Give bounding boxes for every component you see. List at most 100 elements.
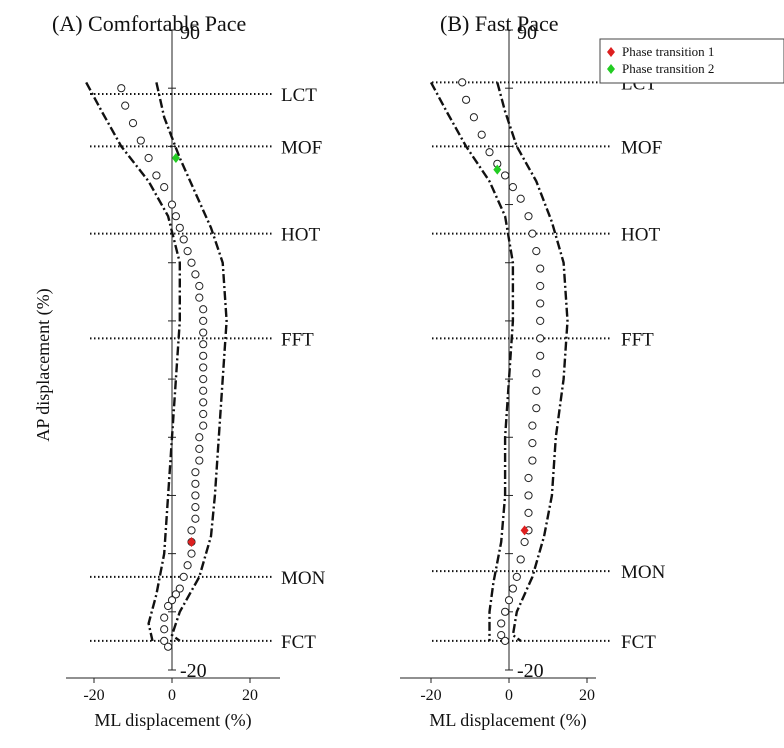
event-label: MOF	[621, 137, 662, 158]
data-point	[533, 370, 540, 377]
event-label: MON	[621, 562, 666, 583]
data-point	[529, 439, 536, 446]
data-point	[200, 364, 207, 371]
data-point	[470, 114, 477, 121]
data-point	[184, 247, 191, 254]
data-point	[200, 317, 207, 324]
data-point	[122, 102, 129, 109]
data-point	[486, 149, 493, 156]
x-tick-label: 20	[579, 687, 595, 704]
data-point	[537, 352, 544, 359]
data-point	[153, 172, 160, 179]
plot-area: 90-20LCTMOFHOTFFTMONFCT-20 0 20	[66, 22, 326, 704]
data-point	[200, 410, 207, 417]
data-point	[180, 573, 187, 580]
data-point	[161, 626, 168, 633]
data-point	[192, 515, 199, 522]
data-point	[525, 213, 532, 220]
data-point	[478, 131, 485, 138]
phase-transition-1-marker	[188, 537, 196, 547]
panel-fast-pace: (B) Fast Pace ML displacement (%) 90-20L…	[400, 11, 666, 731]
data-point	[537, 317, 544, 324]
data-point	[196, 434, 203, 441]
data-point	[529, 230, 536, 237]
data-point	[200, 352, 207, 359]
data-point	[505, 597, 512, 604]
data-point	[192, 503, 199, 510]
data-point	[498, 620, 505, 627]
data-point	[196, 445, 203, 452]
data-point	[200, 399, 207, 406]
data-point	[533, 405, 540, 412]
data-point	[459, 79, 466, 86]
event-label: FCT	[621, 632, 656, 653]
x-tick-label: 0	[168, 687, 176, 704]
data-point	[537, 265, 544, 272]
confidence-bound-upper	[86, 82, 180, 641]
data-point	[145, 154, 152, 161]
event-label: FFT	[281, 329, 314, 350]
data-point	[529, 457, 536, 464]
data-point	[188, 550, 195, 557]
panel-title: (B) Fast Pace	[440, 11, 559, 36]
data-point	[200, 387, 207, 394]
data-point	[502, 608, 509, 615]
data-point	[517, 195, 524, 202]
data-point	[118, 85, 125, 92]
data-point	[176, 224, 183, 231]
data-point	[196, 294, 203, 301]
data-point	[537, 335, 544, 342]
data-point	[165, 602, 172, 609]
data-point	[502, 172, 509, 179]
data-point	[165, 643, 172, 650]
event-label: FCT	[281, 632, 316, 653]
panel-comfortable-pace: (A) Comfortable Pace AP displacement (%)…	[33, 11, 326, 731]
data-point	[533, 387, 540, 394]
data-point	[188, 259, 195, 266]
event-label: HOT	[281, 225, 320, 246]
data-point	[200, 329, 207, 336]
data-point	[180, 236, 187, 243]
y-min-label: -20	[180, 660, 207, 682]
event-label: HOT	[621, 225, 660, 246]
data-point	[196, 457, 203, 464]
y-max-label: 90	[180, 22, 200, 44]
data-point	[463, 96, 470, 103]
data-point	[200, 375, 207, 382]
data-point	[188, 527, 195, 534]
x-axis-label: ML displacement (%)	[94, 710, 251, 731]
data-point	[192, 492, 199, 499]
data-point	[192, 271, 199, 278]
data-point	[517, 556, 524, 563]
x-tick-label: -20	[420, 687, 441, 704]
legend-label: Phase transition 1	[622, 44, 714, 59]
data-point	[525, 492, 532, 499]
data-point	[192, 469, 199, 476]
y-min-label: -20	[517, 660, 544, 682]
legend: Phase transition 1 Phase transition 2	[600, 39, 784, 83]
data-point	[161, 183, 168, 190]
data-point	[168, 201, 175, 208]
data-point	[529, 422, 536, 429]
x-tick-label: 0	[505, 687, 513, 704]
data-point	[200, 422, 207, 429]
data-point	[161, 614, 168, 621]
panel-title: (A) Comfortable Pace	[52, 11, 246, 36]
data-point	[200, 341, 207, 348]
data-point	[525, 474, 532, 481]
data-point	[525, 509, 532, 516]
x-axis-label: ML displacement (%)	[429, 710, 586, 731]
data-point	[129, 119, 136, 126]
data-point	[172, 213, 179, 220]
event-label: FFT	[621, 329, 654, 350]
confidence-bound-lower	[497, 82, 567, 641]
legend-label: Phase transition 2	[622, 61, 714, 76]
event-label: LCT	[281, 85, 317, 106]
data-point	[184, 562, 191, 569]
y-axis-label: AP displacement (%)	[33, 288, 54, 441]
data-point	[509, 585, 516, 592]
data-point	[192, 480, 199, 487]
data-point	[521, 538, 528, 545]
event-label: MOF	[281, 137, 322, 158]
